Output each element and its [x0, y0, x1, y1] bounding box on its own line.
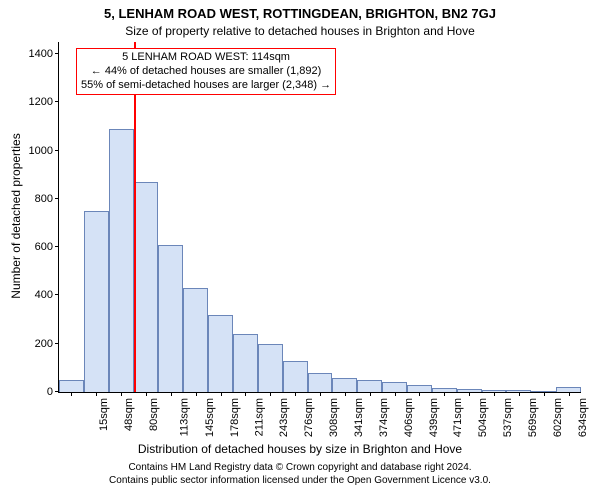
x-tick-mark: [245, 392, 246, 396]
title-main: 5, LENHAM ROAD WEST, ROTTINGDEAN, BRIGHT…: [0, 6, 600, 21]
histogram-bar: [308, 373, 333, 392]
histogram-bar: [332, 378, 357, 392]
x-tick-label: 471sqm: [453, 398, 465, 437]
histogram-bar: [208, 315, 233, 392]
histogram-bar: [158, 245, 183, 392]
histogram-bar: [134, 182, 159, 392]
x-tick-mark: [345, 392, 346, 396]
title-sub: Size of property relative to detached ho…: [0, 24, 600, 38]
y-tick-label: 1400: [29, 48, 59, 60]
footer-line-2: Contains public sector information licen…: [0, 475, 600, 488]
histogram-bar: [109, 129, 134, 392]
x-tick-mark: [270, 392, 271, 396]
histogram-bar: [59, 380, 84, 392]
x-tick-label: 113sqm: [178, 398, 190, 436]
x-tick-label: 569sqm: [527, 398, 539, 437]
x-tick-label: 211sqm: [253, 398, 265, 436]
histogram-bar: [357, 380, 382, 392]
y-tick-label: 600: [35, 241, 59, 253]
footer-attribution: Contains HM Land Registry data © Crown c…: [0, 462, 600, 487]
x-tick-label: 537sqm: [502, 398, 514, 437]
x-tick-mark: [196, 392, 197, 396]
x-tick-label: 406sqm: [403, 398, 415, 437]
y-tick-label: 400: [35, 289, 59, 301]
x-tick-mark: [320, 392, 321, 396]
x-tick-mark: [121, 392, 122, 396]
x-tick-mark: [146, 392, 147, 396]
y-tick-label: 800: [35, 193, 59, 205]
x-tick-label: 374sqm: [378, 398, 390, 437]
x-tick-mark: [370, 392, 371, 396]
histogram-bar: [283, 361, 308, 392]
x-tick-mark: [395, 392, 396, 396]
x-tick-mark: [469, 392, 470, 396]
y-tick-mark: [55, 294, 59, 295]
x-tick-label: 602sqm: [552, 398, 564, 437]
y-tick-mark: [55, 101, 59, 102]
y-tick-mark: [55, 53, 59, 54]
y-tick-label: 1200: [29, 96, 59, 108]
x-tick-mark: [544, 392, 545, 396]
x-tick-label: 178sqm: [229, 398, 241, 437]
histogram-bar: [407, 385, 432, 392]
x-tick-mark: [444, 392, 445, 396]
y-tick-mark: [55, 198, 59, 199]
annotation-box: 5 LENHAM ROAD WEST: 114sqm ← 44% of deta…: [76, 48, 336, 95]
histogram-bar: [258, 344, 283, 392]
y-tick-mark: [55, 150, 59, 151]
y-tick-mark: [55, 246, 59, 247]
footer-line-1: Contains HM Land Registry data © Crown c…: [0, 462, 600, 475]
x-tick-mark: [221, 392, 222, 396]
x-tick-label: 634sqm: [577, 398, 589, 437]
histogram-bar: [382, 382, 407, 392]
x-tick-label: 243sqm: [279, 398, 291, 437]
x-tick-mark: [569, 392, 570, 396]
histogram-bar: [84, 211, 109, 392]
x-tick-label: 15sqm: [98, 398, 110, 431]
y-tick-mark: [55, 343, 59, 344]
x-tick-mark: [71, 392, 72, 396]
x-tick-mark: [96, 392, 97, 396]
histogram-bar: [233, 334, 258, 392]
x-tick-label: 341sqm: [353, 398, 365, 437]
x-tick-mark: [519, 392, 520, 396]
x-tick-mark: [295, 392, 296, 396]
x-tick-label: 48sqm: [123, 398, 135, 431]
annotation-line-2: ← 44% of detached houses are smaller (1,…: [81, 65, 331, 79]
histogram-bar: [183, 288, 208, 392]
x-tick-label: 276sqm: [303, 398, 315, 437]
x-tick-label: 504sqm: [477, 398, 489, 437]
x-tick-mark: [494, 392, 495, 396]
annotation-line-1: 5 LENHAM ROAD WEST: 114sqm: [81, 51, 331, 65]
y-tick-label: 200: [35, 338, 59, 350]
y-tick-label: 0: [47, 386, 59, 398]
y-tick-label: 1000: [29, 145, 59, 157]
x-axis-label: Distribution of detached houses by size …: [0, 442, 600, 456]
x-tick-label: 80sqm: [148, 398, 160, 431]
x-tick-mark: [171, 392, 172, 396]
y-axis-label: Number of detached properties: [9, 41, 23, 391]
x-tick-label: 145sqm: [204, 398, 216, 437]
x-tick-label: 308sqm: [328, 398, 340, 437]
x-tick-label: 439sqm: [428, 398, 440, 437]
x-tick-mark: [419, 392, 420, 396]
annotation-line-3: 55% of semi-detached houses are larger (…: [81, 79, 331, 93]
